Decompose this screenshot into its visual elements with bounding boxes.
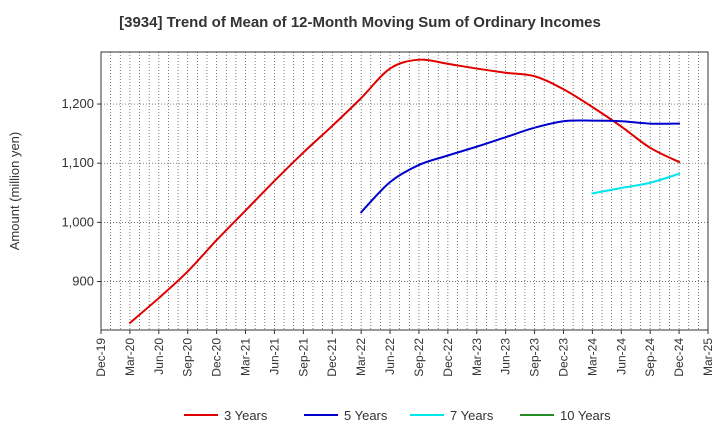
y-axis-label: Amount (million yen) bbox=[7, 132, 22, 251]
x-tick-label: Sep-21 bbox=[296, 338, 310, 377]
x-tick-label: Jun-21 bbox=[267, 338, 281, 375]
series-line-3-years bbox=[128, 58, 681, 324]
series-layer bbox=[128, 58, 681, 324]
chart-title: [3934] Trend of Mean of 12-Month Moving … bbox=[119, 14, 601, 31]
x-tick-label: Jun-24 bbox=[614, 338, 628, 375]
x-tick-label: Jun-22 bbox=[383, 338, 397, 375]
x-tick-label: Dec-23 bbox=[556, 338, 570, 377]
x-tick-label: Sep-20 bbox=[181, 338, 195, 377]
x-tick-label: Jun-20 bbox=[152, 338, 166, 375]
series-line-7-years bbox=[591, 172, 681, 195]
x-tick-label: Sep-22 bbox=[412, 338, 426, 377]
x-tick-label: Mar-23 bbox=[470, 338, 484, 376]
x-tick-label: Sep-24 bbox=[643, 338, 657, 377]
legend-label-3-years: 3 Years bbox=[224, 408, 268, 423]
legend-label-7-years: 7 Years bbox=[450, 408, 494, 423]
y-tick-label: 900 bbox=[72, 273, 94, 288]
plot-area-frame bbox=[100, 51, 709, 331]
x-tick-label: Sep-23 bbox=[528, 338, 542, 377]
x-tick-label: Mar-24 bbox=[585, 338, 599, 376]
legend-label-10-years: 10 Years bbox=[560, 408, 611, 423]
y-tick-label: 1,100 bbox=[61, 155, 94, 170]
legend-label-5-years: 5 Years bbox=[344, 408, 388, 423]
y-axis: 900 1,000 1,100 1,200 bbox=[61, 96, 101, 288]
x-tick-label: Dec-19 bbox=[94, 338, 108, 377]
legend: 3 Years 5 Years 7 Years 10 Years bbox=[184, 408, 611, 423]
x-tick-label: Mar-25 bbox=[701, 338, 715, 376]
x-tick-label: Dec-24 bbox=[672, 338, 686, 377]
series-line-5-years bbox=[360, 119, 681, 214]
x-tick-label: Mar-21 bbox=[239, 338, 253, 376]
x-tick-label: Dec-22 bbox=[441, 338, 455, 377]
x-tick-label: Mar-20 bbox=[123, 338, 137, 376]
x-tick-label: Mar-22 bbox=[354, 338, 368, 376]
x-tick-label: Jun-23 bbox=[499, 338, 513, 375]
grid-layer bbox=[101, 52, 708, 330]
y-tick-label: 1,000 bbox=[61, 214, 94, 229]
x-tick-label: Dec-20 bbox=[210, 338, 224, 377]
x-axis: Dec-19 Mar-20 Jun-20 Sep-20 Dec-20 Mar-21 Jun-… bbox=[94, 330, 715, 377]
y-tick-label: 1,200 bbox=[61, 96, 94, 111]
x-tick-label: Dec-21 bbox=[325, 338, 339, 377]
